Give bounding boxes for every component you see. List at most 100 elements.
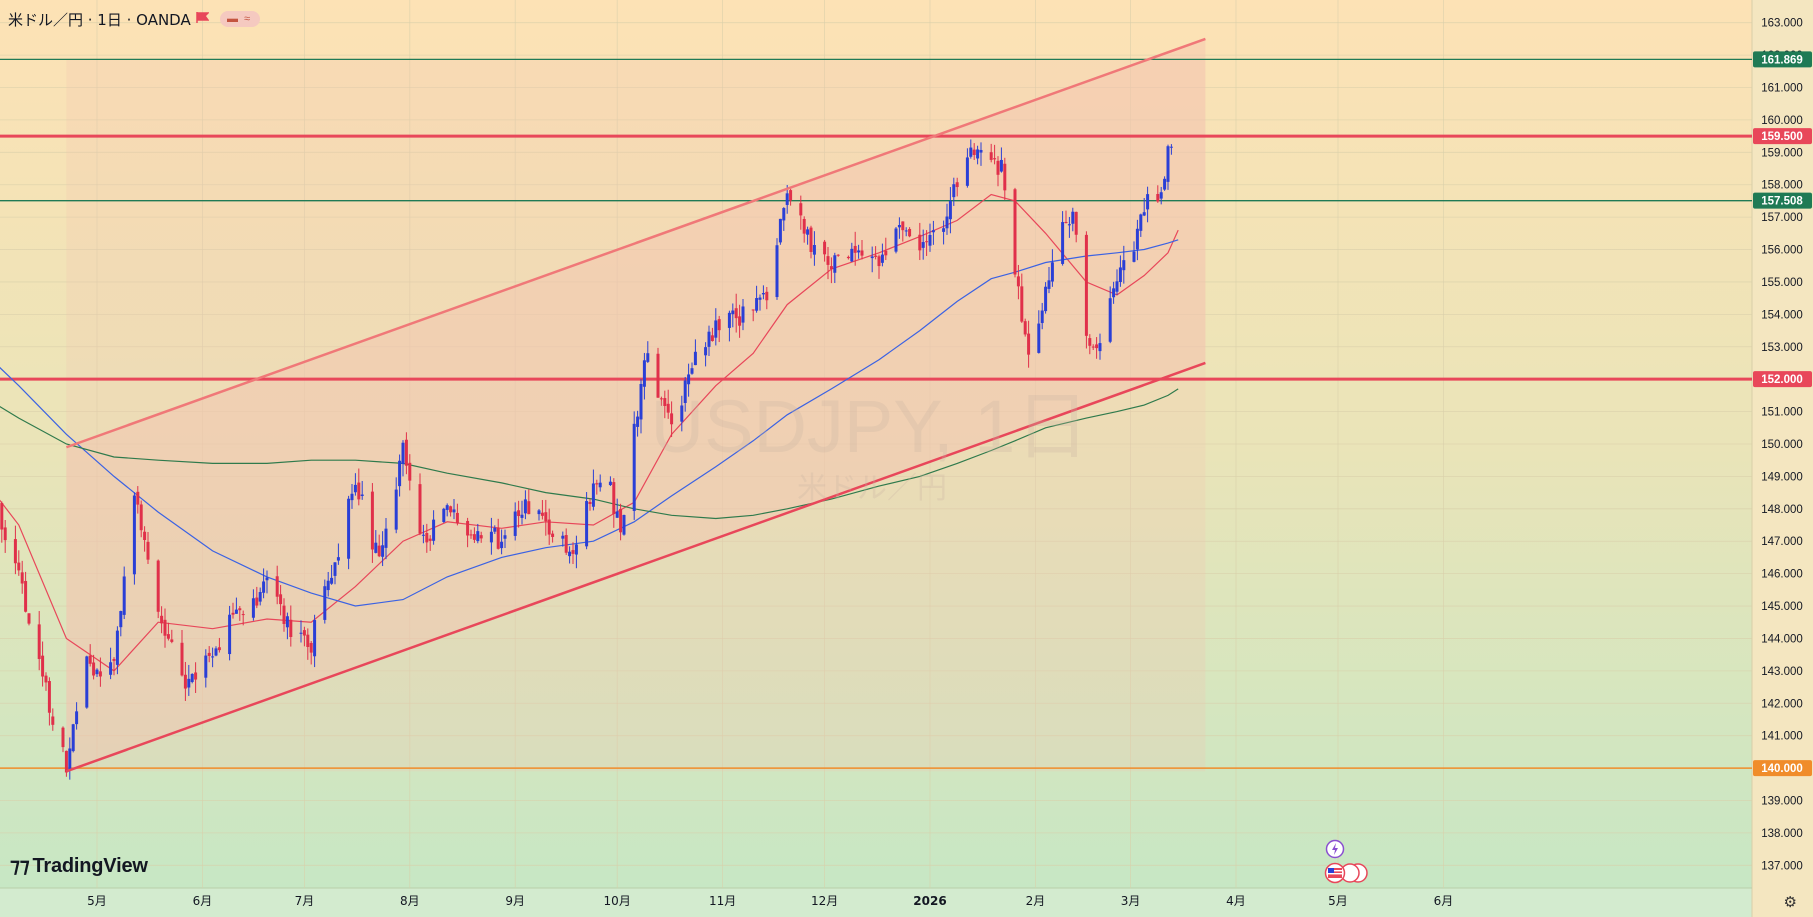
indicator-status-pill[interactable]: ▬ ≈ — [220, 11, 260, 27]
lightning-icon[interactable] — [1325, 839, 1345, 859]
watermark-symbol: USDJPY, 1日 — [651, 385, 1090, 468]
candle-body — [710, 335, 714, 342]
candle-body — [166, 634, 170, 639]
flag-icon[interactable] — [196, 12, 209, 23]
y-tick-label: 156.000 — [1761, 245, 1803, 257]
candle-body — [1169, 146, 1173, 148]
candle-body — [908, 228, 912, 237]
candle-body — [258, 592, 262, 602]
candle-body — [942, 228, 946, 232]
x-tick-label: 5月 — [1328, 894, 1348, 908]
gear-icon[interactable]: ⚙ — [1783, 894, 1797, 911]
price-badge — [1753, 128, 1812, 145]
candle-body — [547, 519, 551, 535]
candle-body — [755, 298, 759, 311]
y-tick-label: 154.000 — [1761, 309, 1803, 321]
candle-body — [374, 542, 378, 553]
candle-body — [513, 511, 517, 536]
candle-body — [139, 504, 143, 531]
candle-body — [381, 545, 385, 557]
candle-body — [377, 545, 381, 557]
candle-body — [500, 541, 504, 549]
candle-body — [761, 293, 765, 295]
candle-body — [860, 250, 864, 256]
candle-body — [88, 655, 92, 664]
candle-body — [333, 562, 337, 576]
wave-icon[interactable]: ≈ — [244, 13, 251, 25]
candle-body — [619, 508, 623, 533]
candle-body — [37, 624, 41, 659]
y-tick-label: 157.000 — [1761, 212, 1803, 224]
candle-body — [1132, 251, 1136, 262]
candle-body — [112, 658, 116, 661]
candle-body — [829, 266, 833, 270]
candle-body — [680, 405, 684, 422]
candle-body — [612, 482, 616, 515]
x-tick-label: 6月 — [193, 894, 213, 908]
candle-body — [1091, 346, 1095, 348]
us-flag-icon[interactable] — [1324, 862, 1370, 884]
candle-body — [183, 674, 187, 689]
candle-body — [3, 527, 7, 541]
candle-body — [428, 538, 432, 541]
candle-body — [670, 413, 674, 425]
x-tick-label: 7月 — [295, 894, 315, 908]
candle-body — [309, 642, 313, 653]
candle-body — [207, 652, 211, 656]
candle-body — [132, 495, 136, 575]
candle-body — [527, 501, 531, 515]
candle-body — [384, 528, 388, 548]
candle-body — [163, 619, 167, 636]
symbol-title[interactable]: 米ドル／円 · 1日 · OANDA — [8, 11, 191, 29]
candle-body — [833, 255, 837, 273]
y-tick-label: 155.000 — [1761, 277, 1803, 289]
candle-body — [255, 597, 259, 606]
candle-body — [850, 248, 854, 262]
candle-body — [663, 398, 667, 406]
minimize-icon[interactable]: ▬ — [227, 13, 238, 25]
candle-body — [707, 331, 711, 347]
candle-body — [1095, 344, 1099, 349]
channel-upper-line — [65, 37, 1206, 449]
candle-body — [394, 489, 398, 530]
candle-body — [853, 245, 857, 253]
candle-body — [489, 531, 493, 543]
candle-body — [1040, 310, 1044, 324]
candle-body — [234, 609, 238, 614]
candle-body — [1166, 146, 1170, 182]
channel-lower-line — [65, 361, 1206, 773]
candle-body — [503, 535, 507, 539]
candle-body — [285, 616, 289, 628]
candle-body — [265, 577, 269, 581]
y-tick-label: 158.000 — [1761, 180, 1803, 192]
candle-body — [404, 439, 408, 466]
candle-body — [714, 320, 718, 338]
candle-body — [622, 515, 626, 535]
candle-body — [350, 493, 354, 501]
candle-body — [537, 510, 541, 515]
candle-body — [996, 160, 1000, 175]
candle-body — [857, 250, 861, 253]
candle-body — [636, 416, 640, 427]
tradingview-logo[interactable]: ⁊⁊ TradingView — [10, 853, 148, 878]
candle-body — [61, 727, 65, 748]
candle-body — [313, 620, 317, 657]
candle-body — [826, 256, 830, 265]
candle-body — [874, 255, 878, 257]
candle-body — [812, 245, 816, 255]
candle-body — [976, 149, 980, 159]
candle-body — [401, 442, 405, 464]
y-tick-label: 144.000 — [1761, 633, 1803, 645]
candle-body — [666, 403, 670, 413]
y-tick-label: 148.000 — [1761, 504, 1803, 516]
candle-body — [846, 256, 850, 259]
moving-average-line — [0, 388, 1179, 520]
y-tick-label: 159.000 — [1761, 147, 1803, 159]
candle-body — [1061, 222, 1065, 264]
candle-body — [1047, 280, 1051, 289]
y-tick-label: 163.000 — [1761, 18, 1803, 30]
candle-body — [146, 541, 150, 560]
candle-body — [806, 229, 810, 235]
candle-body — [918, 234, 922, 251]
